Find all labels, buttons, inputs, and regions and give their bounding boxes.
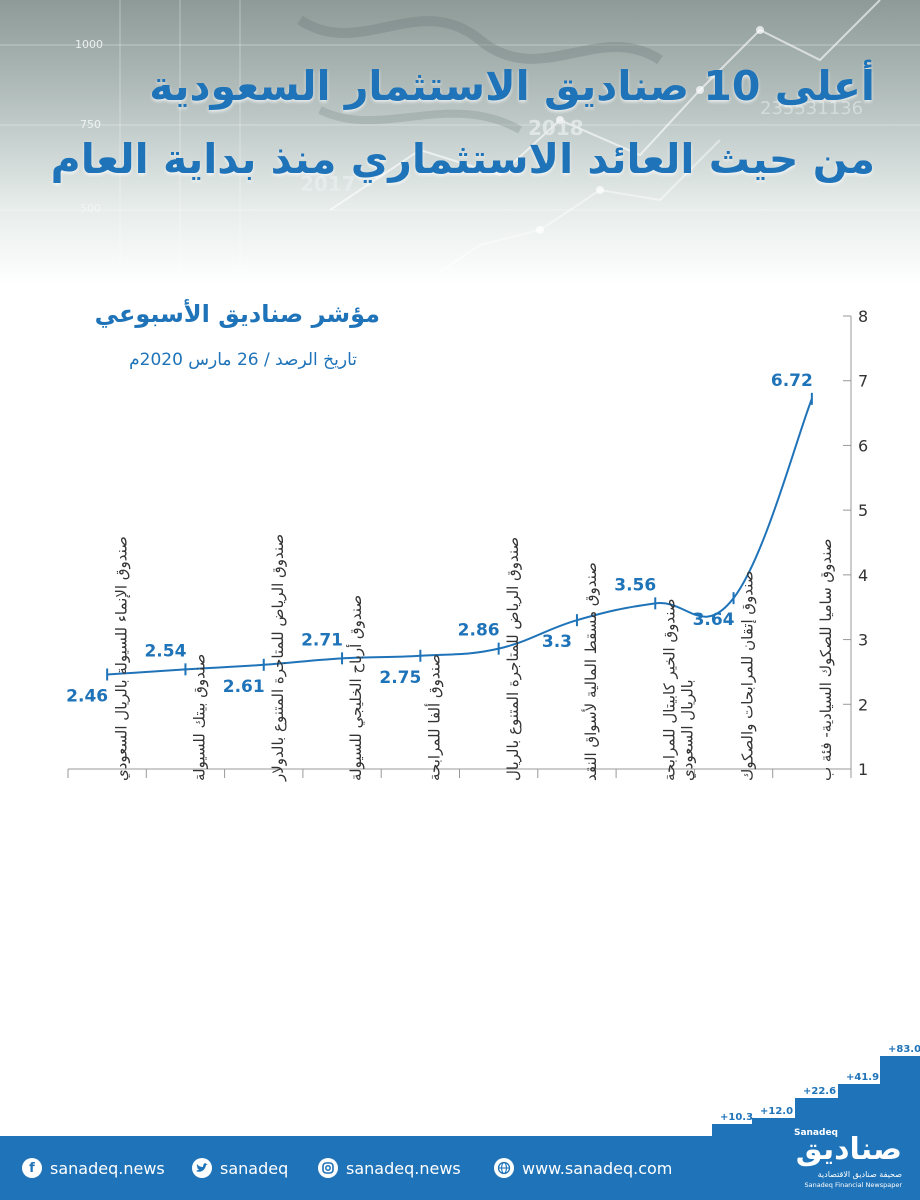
twitter-link[interactable]: sanadeq — [192, 1158, 288, 1178]
facebook-handle: sanadeq.news — [50, 1158, 165, 1178]
header-banner: 1000 750 500 2018 2017 235531136 أعلى 10… — [0, 0, 920, 285]
category-label: صندوق أرباح الخليجي للسيولة — [346, 595, 366, 781]
category-label-group: صندوق الرياض للمتاجرة المتنوع بالريال — [504, 537, 522, 781]
stair-step — [880, 1056, 920, 1136]
category-label-group: صندوق الإنماء للسيولة بالريال السعودي — [112, 536, 131, 781]
stair-step — [838, 1084, 880, 1136]
stair-label: +12.0 — [760, 1106, 793, 1117]
stair-label: +41.9 — [846, 1072, 879, 1083]
data-label: 3.64 — [693, 610, 735, 630]
footer-bar: f sanadeq.news sanadeq sanadeq.news www.… — [0, 1136, 920, 1200]
category-label: صندوق الخير كابيتال للمرابحة — [660, 598, 678, 781]
category-label: صندوق الإنماء للسيولة بالريال السعودي — [112, 536, 131, 781]
stair-label: +10.3 — [720, 1112, 753, 1123]
instagram-icon — [318, 1158, 338, 1178]
y-tick-label: 5 — [858, 501, 868, 520]
y-tick-label: 7 — [858, 372, 868, 391]
logo-tagline-arabic: صحيفة صناديق الاقتصادية — [817, 1170, 902, 1179]
stair-step — [712, 1124, 752, 1136]
page-title-line2: من حيث العائد الاستثماري منذ بداية العام — [50, 135, 875, 183]
category-label: صندوق ساميا للصكوك السيادية- فئة ب — [817, 539, 835, 781]
category-label: بالريال السعودي — [678, 679, 697, 781]
background-year: 2017 — [300, 172, 356, 196]
category-label: صندوق إتقان للمرابحات والصكوك — [739, 571, 757, 781]
y-tick-label: 2 — [858, 695, 868, 714]
data-label: 2.86 — [458, 621, 500, 641]
category-label: صندوق مسقط المالية لأسواق النقد — [581, 562, 600, 781]
instagram-link[interactable]: sanadeq.news — [318, 1158, 461, 1178]
stair-step — [795, 1098, 838, 1136]
data-label: 2.61 — [223, 677, 265, 697]
category-label: صندوق ألفا للمرابحة — [425, 654, 444, 781]
y-tick-label: 1 — [858, 760, 868, 779]
website-link[interactable]: www.sanadeq.com — [494, 1158, 672, 1178]
y-tick-label: 3 — [858, 631, 868, 650]
line-chart: 1 2 3 4 5 6 7 8 2.46 2.54 2.61 2.71 2.75 2.86 3.3 3.56 3… — [66, 307, 868, 782]
data-label: 3.56 — [614, 575, 656, 595]
sanadeq-logo: Sanadeq صناديق صحيفة صناديق الاقتصادية S… — [787, 1128, 902, 1194]
logo-latin: Sanadeq — [793, 1128, 838, 1138]
instagram-handle: sanadeq.news — [346, 1158, 461, 1178]
stair-label: +83.0 — [888, 1044, 920, 1055]
background-number: 500 — [80, 202, 101, 215]
data-label: 2.46 — [66, 687, 108, 707]
logo-arabic: صناديق — [795, 1132, 902, 1167]
website-url: www.sanadeq.com — [522, 1158, 673, 1178]
stair-step — [752, 1118, 795, 1136]
twitter-handle: sanadeq — [220, 1158, 289, 1178]
background-number: 750 — [80, 118, 101, 131]
y-tick-label: 8 — [858, 307, 868, 326]
globe-icon — [494, 1158, 514, 1178]
category-label-group: صندوق الرياض للمتاجرة المتنوع بالدولار — [269, 534, 287, 782]
background-number: 1000 — [75, 38, 103, 51]
category-label: صندوق الرياض للمتاجرة المتنوع بالدولار — [269, 534, 287, 782]
category-label-group: صندوق ساميا للصكوك السيادية- فئة ب — [817, 539, 835, 781]
page-title-line1: أعلى 10 صناديق الاستثمار السعودية — [149, 62, 875, 110]
facebook-link[interactable]: f sanadeq.news — [22, 1158, 165, 1178]
background-year: 2018 — [528, 116, 584, 140]
logo-tagline-english: Sanadeq Financial Newspaper — [804, 1181, 902, 1189]
header-background-graphic — [0, 0, 920, 285]
chart-title: مؤشر صناديق الأسبوعي — [94, 300, 380, 328]
facebook-icon: f — [22, 1158, 42, 1178]
data-label: 2.71 — [301, 630, 343, 650]
category-label-group: صندوق إتقان للمرابحات والصكوك — [739, 571, 757, 781]
background-counter: 235531136 — [760, 98, 864, 119]
category-label: صندوق الرياض للمتاجرة المتنوع بالريال — [504, 537, 522, 781]
category-label: صندوق بيتك للسيولة — [191, 654, 209, 781]
data-label: 3.3 — [542, 632, 572, 652]
data-label: 6.72 — [771, 371, 813, 391]
y-tick-label: 4 — [858, 566, 868, 585]
category-label-group: صندوق أرباح الخليجي للسيولة — [346, 595, 366, 781]
data-label: 2.54 — [144, 641, 186, 661]
data-label: 2.75 — [379, 668, 421, 688]
category-label-group: صندوق بيتك للسيولة — [191, 654, 209, 781]
twitter-icon — [192, 1158, 212, 1178]
chart-subtitle: تاريخ الرصد / 26 مارس 2020م — [129, 350, 357, 370]
y-tick-label: 6 — [858, 436, 868, 455]
stair-label: +22.6 — [803, 1086, 836, 1097]
category-label-group: صندوق ألفا للمرابحة — [425, 654, 444, 781]
category-label-group: صندوق مسقط المالية لأسواق النقد — [581, 562, 600, 781]
category-label-group: صندوق الخير كابيتال للمرابحة بالريال السع… — [660, 598, 697, 781]
